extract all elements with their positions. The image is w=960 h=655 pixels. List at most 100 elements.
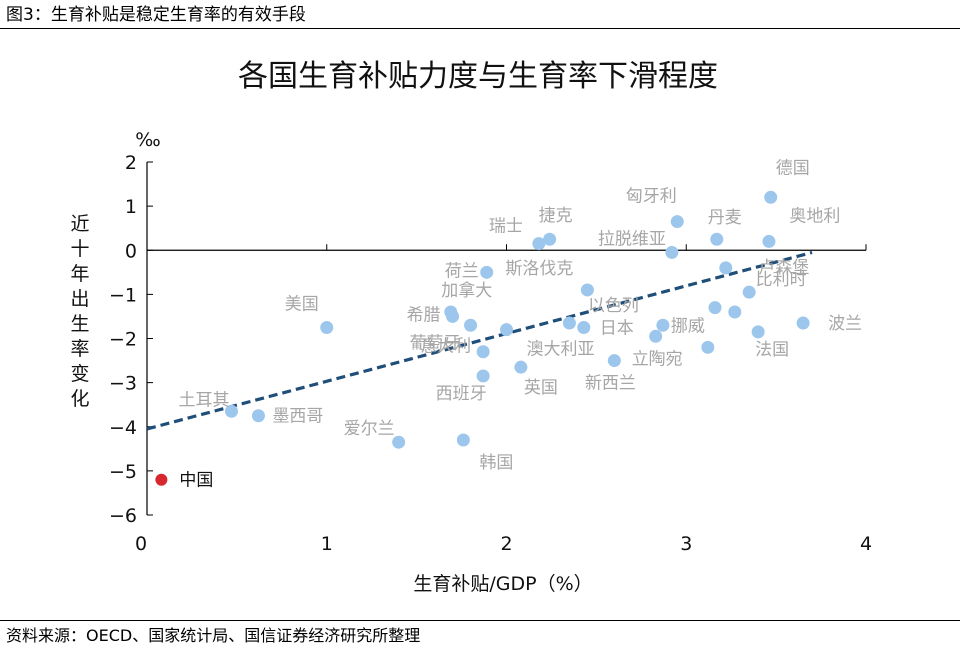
data-point	[155, 473, 168, 486]
y-tick-label: −4	[109, 417, 137, 439]
point-label: 中国	[179, 471, 213, 491]
point-label: 澳大利亚	[527, 340, 595, 360]
data-point	[742, 285, 756, 299]
source-rule	[0, 620, 960, 621]
data-point	[764, 190, 778, 204]
y-tick-label: 2	[125, 152, 137, 174]
point-label: 卢森堡	[758, 258, 809, 278]
data-point	[649, 329, 663, 343]
y-axis-label-char: 十	[70, 238, 89, 260]
point-label: 德国	[776, 158, 810, 178]
data-point	[719, 261, 733, 275]
y-axis-label-char: 率	[70, 338, 89, 360]
x-tick-label: 1	[321, 533, 333, 555]
data-point	[710, 232, 724, 246]
point-label: 斯洛伐克	[505, 259, 573, 279]
y-axis-label-char: 变	[70, 363, 89, 385]
point-label: 匈牙利	[626, 187, 677, 207]
point-label: 土耳其	[178, 390, 229, 410]
x-axis-label: 生育补贴/GDP（%）	[413, 573, 592, 595]
data-points	[155, 190, 810, 486]
x-tick-label: 4	[860, 533, 872, 555]
y-tick-label: −1	[109, 284, 137, 306]
data-point	[796, 316, 810, 330]
data-point	[320, 320, 334, 334]
point-label: 加拿大	[441, 280, 492, 301]
data-point	[514, 360, 528, 374]
data-point	[500, 323, 513, 337]
trendline-dashed	[146, 250, 813, 431]
y-axis-unit: ‰	[135, 129, 161, 151]
data-point	[670, 215, 684, 229]
y-tick-label: 0	[125, 240, 137, 262]
data-point	[476, 345, 490, 359]
point-label: 荷兰	[445, 261, 479, 281]
data-point	[728, 305, 742, 319]
data-point	[751, 325, 765, 339]
figure-caption: 图3：生育补贴是稳定生育率的有效手段	[6, 5, 306, 25]
y-tick-label: −5	[109, 461, 137, 483]
data-point	[607, 354, 621, 368]
point-label: 希腊	[407, 305, 441, 325]
axes: 2 1 0 −1 −2 −3 −4 −5 −6 0 1 2 3 4	[109, 152, 872, 555]
data-point	[577, 320, 591, 334]
point-label: 葡萄牙	[410, 333, 461, 353]
point-label: 西班牙	[436, 384, 487, 404]
point-label: 墨西哥	[272, 407, 323, 427]
point-label: 美国	[285, 294, 319, 314]
point-label: 爱尔兰	[344, 419, 395, 439]
data-point	[665, 245, 679, 259]
trendline	[146, 250, 813, 431]
caption-rule	[0, 28, 960, 29]
point-label: 新西兰	[585, 374, 636, 394]
y-axis-label-char: 化	[70, 388, 89, 410]
point-label: 英国	[524, 378, 558, 398]
point-label: 韩国	[479, 453, 513, 473]
y-tick-label: −6	[109, 505, 137, 527]
data-point	[464, 318, 478, 332]
point-label: 奥地利	[789, 206, 840, 226]
chart-title: 各国生育补贴力度与生育率下滑程度	[238, 59, 718, 94]
y-tick-label: −3	[109, 373, 137, 395]
point-label: 丹麦	[708, 208, 742, 228]
point-label: 意大利	[420, 337, 471, 357]
data-point	[476, 369, 490, 383]
source-note: 资料来源：OECD、国家统计局、国信证券经济研究所整理	[6, 626, 421, 645]
y-tick-label: 1	[125, 196, 137, 218]
data-point	[480, 265, 494, 279]
y-axis-label-char: 年	[70, 263, 89, 285]
point-label: 日本	[600, 318, 634, 338]
y-tick-label: −2	[109, 329, 137, 351]
y-axis-label-char: 出	[70, 288, 89, 310]
data-point	[446, 309, 460, 323]
data-point	[562, 316, 576, 330]
data-point	[701, 340, 715, 354]
data-point	[580, 283, 594, 297]
x-tick-label: 0	[135, 533, 147, 555]
point-label: 比利时	[756, 270, 807, 290]
data-point	[251, 409, 265, 423]
point-label: 拉脱维亚	[598, 229, 666, 249]
data-point	[392, 435, 406, 449]
x-tick-label: 3	[680, 533, 692, 555]
point-label: 瑞士	[489, 217, 523, 237]
data-point	[532, 237, 546, 251]
point-label: 挪威	[671, 316, 705, 336]
data-point	[456, 433, 470, 447]
data-point	[543, 232, 557, 246]
point-label: 法国	[755, 340, 789, 360]
point-label: 波兰	[828, 314, 862, 334]
data-point	[708, 301, 722, 315]
y-axis-label-char: 近	[70, 213, 89, 235]
data-point	[762, 234, 776, 248]
point-label: 立陶宛	[632, 349, 683, 369]
y-axis-label-char: 生	[70, 313, 89, 335]
data-point	[224, 404, 238, 418]
x-tick-label: 2	[500, 533, 512, 555]
point-label: 捷克	[539, 206, 573, 226]
data-point	[656, 318, 670, 332]
point-label: 以色列	[588, 296, 639, 316]
